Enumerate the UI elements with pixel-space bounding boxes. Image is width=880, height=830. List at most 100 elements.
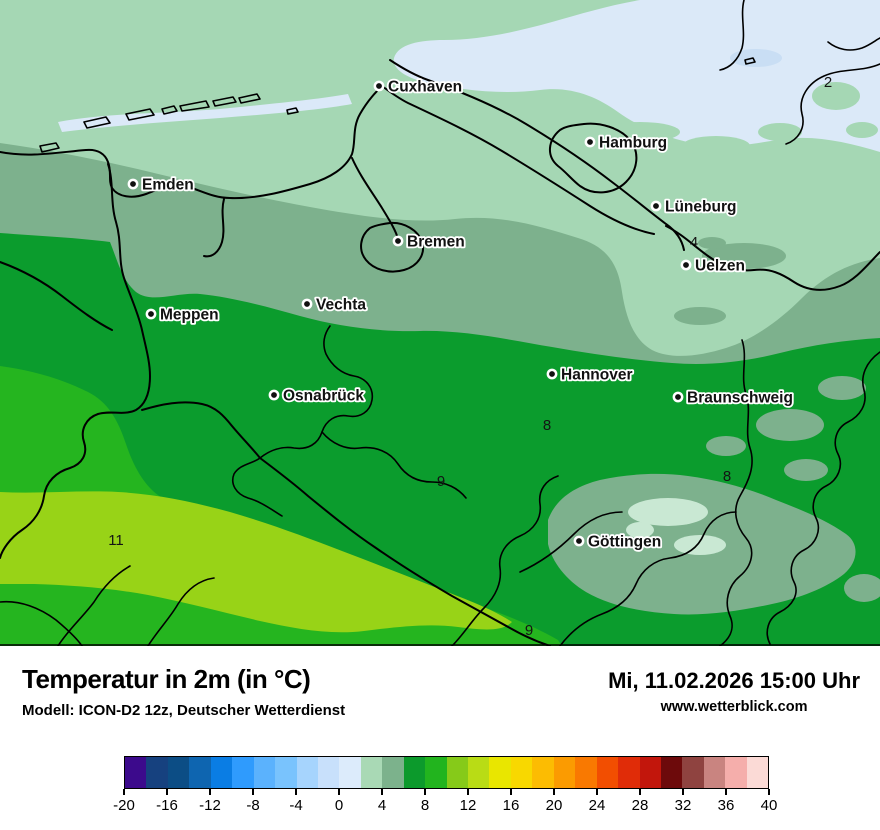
city-layer: Cuxhaven Hamburg Emden Lüneburg Bremen Uelzen…: [127, 77, 795, 552]
legend-segment: [575, 757, 597, 788]
legend-segment: [189, 757, 211, 788]
sage-patch: [784, 459, 828, 481]
city-label: Hannover: [561, 367, 633, 384]
city-marker: Lüneburg: [650, 197, 738, 217]
region-harz-pale-patches: [626, 498, 726, 555]
city-marker: Bremen: [392, 232, 467, 252]
bottom-left-border: [57, 565, 131, 646]
region-sh-mint-patches: [600, 82, 878, 156]
city-dot: [549, 371, 555, 377]
legend-tick-label: -12: [199, 797, 221, 814]
osnabrueck-pocket-border: [232, 457, 283, 517]
temperature-value-label: 9: [437, 473, 445, 490]
legend-tick-mark: [209, 789, 211, 795]
legend-segment: [146, 757, 168, 788]
city-marker: Vechta: [301, 295, 368, 315]
sage-patch: [706, 436, 746, 456]
valid-datetime: Mi, 11.02.2026 15:00 Uhr: [608, 668, 860, 693]
legend-tick-labels: -20 -16 -12 -8 -4 0 4 8 12 16 20 24 28 32 36 40: [113, 789, 777, 823]
legend-tick-label: 12: [459, 797, 477, 814]
legend-tick-mark: [166, 789, 168, 795]
color-scale-legend: -20 -16 -12 -8 -4 0 4 8 12 16 20 24 28 32 36 40: [113, 756, 777, 823]
legend-tick-label: 28: [631, 797, 649, 814]
legend-tick-label: 4: [377, 797, 387, 814]
sage-patch: [698, 237, 726, 249]
city-marker: Braunschweig: [672, 388, 795, 408]
legend-segment: [510, 757, 533, 788]
legend-segment: [639, 757, 661, 788]
legend-tick-label: -8: [246, 797, 260, 814]
city-label: Lüneburg: [665, 199, 736, 216]
inner-border-east-of-osnabrueck: [321, 431, 467, 499]
bremen-city-border: [360, 221, 424, 273]
city-label: Emden: [142, 177, 194, 194]
legend-segment: [425, 757, 447, 788]
city-dot: [376, 83, 382, 89]
model-info: Modell: ICON-D2 12z, Deutscher Wetterdie…: [22, 702, 346, 719]
pale-mint-patch: [626, 522, 654, 538]
sage-patch: [844, 574, 880, 602]
osnabrueck-pocket-border: [259, 325, 374, 459]
legend-tick-mark: [338, 789, 340, 795]
legend-segment: [725, 757, 747, 788]
island-helgoland: [744, 57, 756, 65]
legend-segment: [446, 757, 468, 788]
mint-patch: [682, 136, 750, 156]
legend-tick-label: -20: [113, 797, 135, 814]
legend-tick-mark: [295, 789, 297, 795]
city-label: Bremen: [407, 234, 465, 251]
city-label: Osnabrück: [283, 388, 364, 405]
legend-tick-mark: [252, 789, 254, 795]
legend-tick-mark: [123, 789, 125, 795]
city-marker: Emden: [127, 175, 195, 195]
legend-segment: [682, 757, 704, 788]
city-label: Braunschweig: [687, 390, 793, 407]
temperature-value-label: 8: [543, 417, 551, 434]
city-label: Cuxhaven: [388, 79, 462, 96]
legend-segment: [746, 757, 769, 788]
legend-tick-mark: [510, 789, 512, 795]
island-outline: [39, 142, 60, 153]
temperature-value-label: 11: [108, 532, 124, 549]
city-dot: [653, 203, 659, 209]
legend-segment: [403, 757, 426, 788]
elbe-mecklenburg-border: [665, 225, 880, 291]
goettingen-border: [519, 511, 623, 573]
region-lake-patch: [730, 49, 782, 67]
legend-segment: [703, 757, 726, 788]
datetime-block: Mi, 11.02.2026 15:00 Uhr www.wetterblick…: [608, 668, 860, 715]
city-marker: Hamburg: [584, 133, 669, 153]
city-dot: [130, 181, 136, 187]
mint-patch: [600, 122, 680, 142]
region-yellow-green-pocket: [0, 491, 512, 633]
legend-tick-label: 8: [420, 797, 430, 814]
legend-segment: [360, 757, 383, 788]
legend-segment: [489, 757, 511, 788]
legend-tick-label: 32: [674, 797, 692, 814]
east-frisian-islands: [39, 57, 756, 153]
city-label: Vechta: [316, 297, 366, 314]
legend-segment: [553, 757, 576, 788]
city-marker: Göttingen: [573, 532, 663, 552]
legend-tick-label: 0: [334, 797, 344, 814]
legend-tick-mark: [424, 789, 426, 795]
legend-segment: [253, 757, 276, 788]
legend-segment: [210, 757, 233, 788]
island-outline: [238, 93, 261, 104]
legend-tick-label: -16: [156, 797, 178, 814]
luebeck-bay-coast: [785, 63, 880, 145]
city-dot: [576, 538, 582, 544]
bottom-left-border: [147, 577, 215, 646]
sage-patch: [756, 409, 824, 441]
legend-segment: [125, 757, 147, 788]
legend-color-bar: [124, 756, 769, 789]
southwest-border: [141, 401, 551, 646]
bottom-left-border: [0, 600, 83, 646]
region-uelzen-sage-patches: [674, 237, 786, 325]
legend-tick-label: -4: [289, 797, 303, 814]
pale-mint-patch: [628, 498, 708, 526]
luebeck-bay-coast: [827, 37, 880, 51]
map-title: Temperatur in 2m (in °C): [22, 664, 311, 694]
temperature-value-layer: 2 4 8 8 9 11 9: [108, 74, 832, 639]
